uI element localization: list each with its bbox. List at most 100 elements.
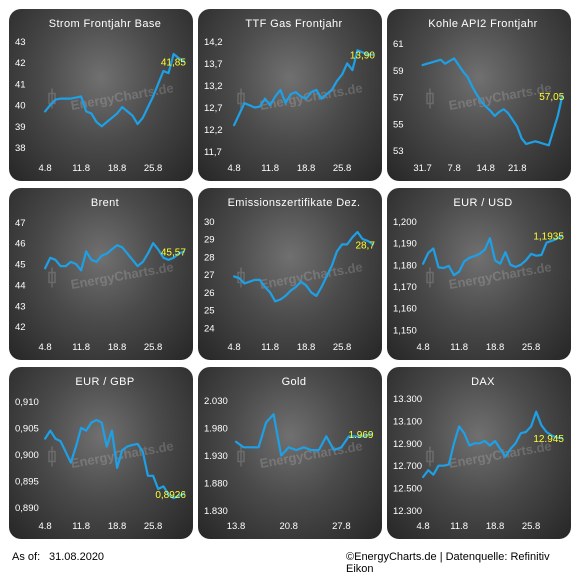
source-credit: ©EnergyCharts.de | Datenquelle: Refiniti… bbox=[346, 551, 550, 575]
y-tick-label: 29 bbox=[204, 235, 215, 246]
y-tick-label: 42 bbox=[15, 322, 26, 333]
y-tick-label: 0,890 bbox=[15, 503, 39, 514]
y-tick-label: 25 bbox=[204, 306, 215, 317]
y-tick-label: 26 bbox=[204, 288, 215, 299]
y-tick-label: 40 bbox=[15, 101, 26, 112]
chart-title: TTF Gas Frontjahr bbox=[245, 18, 342, 30]
series-line bbox=[234, 413, 373, 457]
x-tick-label: 25.8 bbox=[144, 163, 163, 174]
chart-panel: EnergyCharts.de EUR / USD 1,150 1,160 1,170 1… bbox=[387, 188, 571, 360]
chart-svg: EnergyCharts.de Emissionszertifikate Dez.… bbox=[204, 197, 375, 353]
y-tick-label: 42 bbox=[15, 58, 26, 69]
y-tick-label: 30 bbox=[204, 217, 215, 228]
y-tick-label: 1.880 bbox=[204, 479, 228, 490]
x-tick-label: 7.8 bbox=[448, 163, 461, 174]
x-tick-label: 21.8 bbox=[508, 163, 527, 174]
x-tick-label: 4.8 bbox=[228, 163, 241, 174]
series-line bbox=[232, 49, 374, 127]
x-tick-label: 18.8 bbox=[486, 342, 505, 353]
y-tick-label: 43 bbox=[15, 301, 26, 312]
watermark: EnergyCharts.de bbox=[259, 259, 364, 292]
y-tick-label: 45 bbox=[15, 260, 26, 271]
x-tick-label: 11.8 bbox=[261, 342, 279, 353]
y-tick-label: 0,900 bbox=[15, 450, 39, 461]
x-tick-label: 18.8 bbox=[108, 342, 127, 353]
last-value-label: 1,1935 bbox=[533, 232, 564, 243]
x-tick-label: 18.8 bbox=[108, 163, 127, 174]
y-tick-label: 24 bbox=[204, 323, 215, 334]
y-tick-label: 14,2 bbox=[204, 37, 223, 48]
chart-panel: EnergyCharts.de Strom Frontjahr Base 38 39 4… bbox=[9, 9, 193, 181]
y-tick-label: 11,7 bbox=[204, 147, 222, 158]
chart-svg: EnergyCharts.de EUR / GBP 0,890 0,895 0,900 0… bbox=[15, 376, 186, 532]
last-value-label: 41,85 bbox=[161, 57, 186, 68]
x-tick-label: 13.8 bbox=[227, 521, 246, 532]
series-line bbox=[232, 230, 374, 303]
x-tick-label: 4.8 bbox=[417, 521, 430, 532]
y-tick-label: 1,190 bbox=[393, 239, 417, 250]
x-tick-label: 25.8 bbox=[144, 521, 163, 532]
y-tick-label: 1,160 bbox=[393, 304, 417, 315]
chart-title: Brent bbox=[91, 197, 119, 209]
last-value-label: 57,05 bbox=[539, 92, 564, 103]
y-tick-label: 27 bbox=[204, 270, 215, 281]
y-tick-label: 59 bbox=[393, 66, 404, 77]
x-tick-label: 27.8 bbox=[332, 521, 351, 532]
watermark: EnergyCharts.de bbox=[70, 438, 175, 471]
last-value-label: 13,90 bbox=[350, 51, 375, 62]
y-tick-label: 0,910 bbox=[15, 397, 39, 408]
watermark-candle-icon bbox=[426, 267, 434, 288]
watermark: EnergyCharts.de bbox=[70, 259, 175, 292]
y-tick-label: 1.980 bbox=[204, 424, 228, 435]
x-tick-label: 11.8 bbox=[450, 521, 468, 532]
series-line bbox=[421, 410, 563, 479]
last-value-label: 28,7 bbox=[355, 240, 375, 251]
x-tick-label: 4.8 bbox=[39, 163, 52, 174]
watermark-candle-icon bbox=[237, 88, 245, 109]
y-tick-label: 38 bbox=[15, 143, 26, 154]
y-tick-label: 13,7 bbox=[204, 59, 223, 70]
y-tick-label: 12.700 bbox=[393, 461, 422, 472]
y-tick-label: 12,2 bbox=[204, 125, 223, 136]
series-line bbox=[421, 57, 564, 147]
watermark-candle-icon bbox=[237, 446, 245, 467]
x-tick-label: 18.8 bbox=[297, 163, 316, 174]
last-value-label: 0,8926 bbox=[155, 490, 186, 501]
y-tick-label: 1.830 bbox=[204, 506, 228, 517]
y-tick-label: 12.900 bbox=[393, 439, 422, 450]
y-tick-label: 13.100 bbox=[393, 416, 422, 427]
y-tick-label: 39 bbox=[15, 122, 26, 133]
y-tick-label: 1,180 bbox=[393, 260, 417, 271]
x-tick-label: 4.8 bbox=[39, 521, 52, 532]
chart-panel: EnergyCharts.de DAX 12.300 12.500 12.700 12.9… bbox=[387, 367, 571, 539]
asof-label: As of: bbox=[12, 551, 41, 563]
x-tick-label: 25.8 bbox=[522, 342, 541, 353]
chart-svg: EnergyCharts.de Gold 1.830 1.880 1.930 1.980 2… bbox=[204, 376, 374, 532]
chart-title: Kohle API2 Frontjahr bbox=[428, 18, 538, 30]
series-line bbox=[43, 52, 185, 128]
watermark-candle-icon bbox=[426, 446, 434, 467]
chart-title: EUR / USD bbox=[453, 197, 512, 209]
x-tick-label: 11.8 bbox=[72, 163, 90, 174]
chart-panel: EnergyCharts.de Emissionszertifikate Dez.… bbox=[198, 188, 382, 360]
watermark-candle-icon bbox=[48, 267, 56, 288]
y-tick-label: 46 bbox=[15, 239, 26, 250]
y-tick-label: 12,7 bbox=[204, 103, 223, 114]
x-tick-label: 25.8 bbox=[522, 521, 541, 532]
y-tick-label: 1.930 bbox=[204, 451, 228, 462]
chart-title: Gold bbox=[282, 376, 307, 388]
series-line bbox=[421, 234, 563, 277]
x-tick-label: 4.8 bbox=[39, 342, 52, 353]
y-tick-label: 47 bbox=[15, 218, 26, 229]
chart-panel: EnergyCharts.de Gold 1.830 1.880 1.930 1.980 2… bbox=[198, 367, 382, 539]
chart-svg: EnergyCharts.de Kohle API2 Frontjahr 53 55 5… bbox=[393, 18, 565, 174]
chart-svg: EnergyCharts.de Brent 42 43 44 45 46 47 4.8 11.8 1… bbox=[15, 197, 186, 353]
y-tick-label: 13,2 bbox=[204, 81, 223, 92]
y-tick-label: 12.500 bbox=[393, 484, 422, 495]
x-tick-label: 4.8 bbox=[228, 342, 241, 353]
x-tick-label: 25.8 bbox=[144, 342, 163, 353]
watermark: EnergyCharts.de bbox=[448, 80, 553, 113]
x-tick-label: 31.7 bbox=[413, 163, 432, 174]
